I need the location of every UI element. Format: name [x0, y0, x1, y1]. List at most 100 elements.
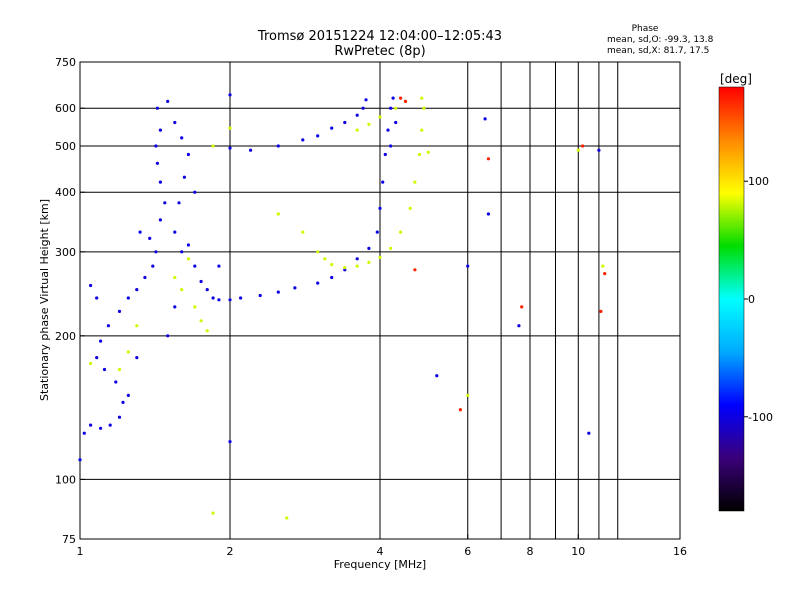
- data-point: [417, 152, 422, 157]
- x-tick-label: 4: [377, 545, 384, 558]
- data-point: [399, 96, 403, 100]
- data-point: [486, 212, 490, 216]
- data-point: [228, 298, 232, 302]
- data-point: [355, 128, 359, 132]
- data-point: [193, 305, 197, 309]
- data-point: [173, 275, 177, 280]
- data-point: [420, 96, 424, 100]
- data-point: [228, 93, 232, 97]
- data-point: [228, 126, 232, 130]
- colorbar-tick-label: 0: [748, 293, 755, 306]
- colorbar-tick-label: -100: [748, 411, 773, 424]
- y-tick-label: 300: [55, 246, 76, 259]
- data-point: [408, 206, 412, 210]
- data-point: [143, 275, 147, 280]
- data-point: [576, 148, 580, 152]
- data-point: [126, 350, 130, 354]
- chart-subtitle: RwPretec (8p): [334, 44, 425, 59]
- data-point: [466, 264, 470, 268]
- data-points: [78, 93, 607, 520]
- data-point: [383, 152, 387, 157]
- data-point: [95, 356, 99, 360]
- data-point: [78, 458, 82, 462]
- data-point: [158, 128, 162, 132]
- data-point: [205, 329, 209, 333]
- data-point: [99, 426, 103, 430]
- data-point: [276, 290, 280, 294]
- data-point: [301, 230, 305, 234]
- data-point: [126, 393, 130, 397]
- data-point: [180, 288, 184, 292]
- data-point: [389, 106, 393, 110]
- data-point: [180, 250, 184, 254]
- data-point: [95, 296, 99, 300]
- data-point: [108, 423, 112, 427]
- data-point: [155, 161, 159, 165]
- data-point: [413, 180, 417, 184]
- data-point: [186, 257, 190, 261]
- data-point: [182, 175, 186, 179]
- data-point: [330, 275, 334, 280]
- data-point: [228, 440, 232, 444]
- data-point: [89, 283, 93, 288]
- stats-x-mode: mean, sd,X: 81.7, 17.5: [607, 46, 709, 56]
- data-point: [364, 98, 368, 102]
- data-point: [378, 115, 382, 119]
- x-tick-label: 16: [673, 545, 687, 558]
- data-point: [117, 309, 122, 313]
- data-point: [158, 218, 162, 222]
- data-point: [126, 296, 130, 300]
- data-point: [355, 257, 359, 261]
- data-point: [102, 367, 107, 372]
- data-point: [117, 367, 122, 372]
- data-point: [193, 190, 197, 194]
- data-point: [276, 212, 280, 216]
- data-point: [361, 106, 365, 110]
- data-point: [367, 246, 371, 250]
- data-point: [173, 305, 177, 309]
- x-tick-label: 2: [227, 545, 234, 558]
- data-point: [239, 296, 243, 300]
- data-point: [601, 264, 605, 268]
- data-point: [520, 305, 524, 309]
- x-axis-ticks: 1 2 4 6 8 10 16: [77, 534, 687, 558]
- data-point: [293, 286, 297, 290]
- y-axis-label: Stationary phase Virtual Height [km]: [38, 199, 51, 401]
- x-tick-label: 1: [77, 545, 84, 558]
- data-point: [420, 128, 424, 132]
- y-axis-ticks: 75 100 200 300 400 500 600 750: [55, 56, 85, 546]
- data-point: [135, 288, 139, 292]
- data-point: [186, 243, 190, 247]
- data-point: [138, 230, 142, 234]
- data-point: [399, 230, 403, 234]
- data-point: [391, 96, 395, 100]
- data-point: [323, 257, 327, 261]
- data-point: [89, 361, 93, 366]
- x-tick-label: 6: [464, 545, 471, 558]
- x-axis-label: Frequency [MHz]: [334, 558, 426, 571]
- data-point: [163, 201, 167, 205]
- data-point: [378, 206, 382, 210]
- data-point: [106, 324, 110, 328]
- data-point: [375, 230, 379, 234]
- data-point: [597, 148, 601, 152]
- data-point: [394, 106, 398, 110]
- x-tick-label: 10: [571, 545, 585, 558]
- data-point: [151, 264, 155, 268]
- y-tick-label: 75: [62, 533, 76, 546]
- y-tick-label: 500: [55, 140, 76, 153]
- data-point: [199, 279, 203, 284]
- data-point: [186, 152, 190, 157]
- colorbar-tick-label: 100: [748, 175, 769, 188]
- data-point: [330, 126, 334, 130]
- data-point: [249, 148, 253, 152]
- data-point: [435, 374, 439, 378]
- data-point: [211, 296, 215, 300]
- y-tick-label: 600: [55, 102, 76, 115]
- y-tick-label: 100: [55, 473, 76, 486]
- data-point: [148, 236, 152, 240]
- data-point: [166, 99, 170, 103]
- data-point: [114, 380, 118, 384]
- data-point: [367, 122, 371, 126]
